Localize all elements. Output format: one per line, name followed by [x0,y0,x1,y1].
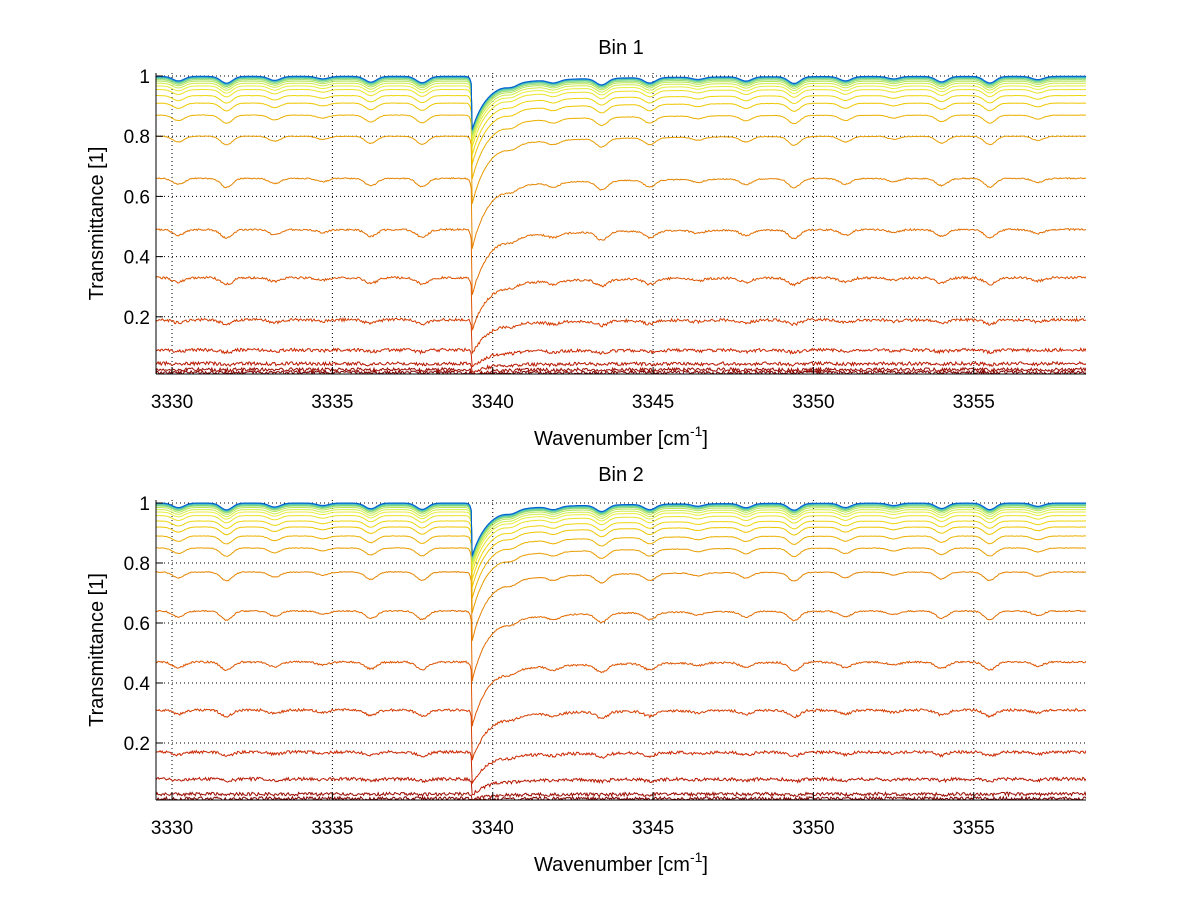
series-line [156,75,1086,130]
series-line [156,80,1086,136]
x-tick-label: 3340 [472,818,514,839]
series-line [156,135,1086,204]
subplot-bin-2: 3330 3335 3340 3345 3350 3355 0.2 0.4 0.6 0.8 1 Bin… [86,464,1086,876]
series-line [156,707,1086,761]
series-line [156,317,1086,354]
x-tick-label: 3350 [792,818,834,839]
y-tick-label: 0.2 [124,308,150,329]
series-line [156,360,1086,373]
y-axis-label: Transmittance [1] [86,147,108,301]
series-line [156,749,1086,785]
series-group [156,502,1086,800]
x-tick-label: 3330 [151,818,193,839]
series-group [156,75,1086,374]
series-line [156,227,1086,295]
series-line [156,790,1086,800]
y-tick-label: 0.4 [124,248,151,269]
series-line [156,177,1086,249]
subplot-bin-1: 3330 3335 3340 3345 3350 3355 0.2 0.4 0.6 0.8 1 Bin… [86,37,1086,450]
y-tick-label: 0.6 [124,614,150,635]
x-tick-label: 3345 [632,818,674,839]
series-line [156,366,1086,374]
series-line [156,114,1086,180]
x-tick-label: 3330 [151,392,193,413]
series-line [156,520,1086,580]
series-line [156,82,1086,139]
series-line [156,502,1086,556]
series-line [156,102,1086,165]
x-tick-label: 3355 [953,392,995,413]
series-line [156,94,1086,155]
x-axis-label: Wavenumber [cm-1] [534,849,708,876]
y-tick-label: 0.6 [124,187,150,208]
series-line [156,660,1086,727]
series-line [156,504,1086,559]
series-line [156,547,1086,614]
series-line [156,514,1086,573]
series-line [156,776,1086,796]
series-line [156,511,1086,568]
series-line [156,88,1086,148]
series-line [156,535,1086,599]
x-tick-label: 3340 [472,392,514,413]
y-tick-label: 0.8 [124,554,150,575]
x-tick-label: 3345 [632,392,674,413]
series-line [156,571,1086,641]
series-line [156,85,1086,143]
y-tick-label: 0.8 [124,127,150,148]
x-axis-label: Wavenumber [cm-1] [534,423,708,450]
chart-title: Bin 2 [598,464,644,486]
series-line [156,346,1086,368]
series-line [156,509,1086,565]
y-axis-label: Transmittance [1] [86,573,108,727]
y-tick-label: 0.2 [124,734,150,755]
y-tick-label: 0.4 [124,674,151,695]
series-line [156,505,1086,560]
series-line [156,506,1086,562]
x-tick-label: 3335 [311,392,353,413]
series-line [156,795,1086,800]
y-tick-label: 1 [139,67,150,88]
series-line [156,526,1086,588]
series-line [156,79,1086,134]
y-tick-label: 1 [139,494,150,515]
chart-title: Bin 1 [598,37,644,59]
series-line [156,369,1086,374]
series-line [156,77,1086,133]
x-tick-label: 3355 [953,818,995,839]
series-line [156,77,1086,132]
series-line [156,275,1086,332]
x-tick-label: 3350 [792,392,834,413]
series-line [156,503,1086,558]
series-line [156,609,1086,682]
x-tick-label: 3335 [311,818,353,839]
